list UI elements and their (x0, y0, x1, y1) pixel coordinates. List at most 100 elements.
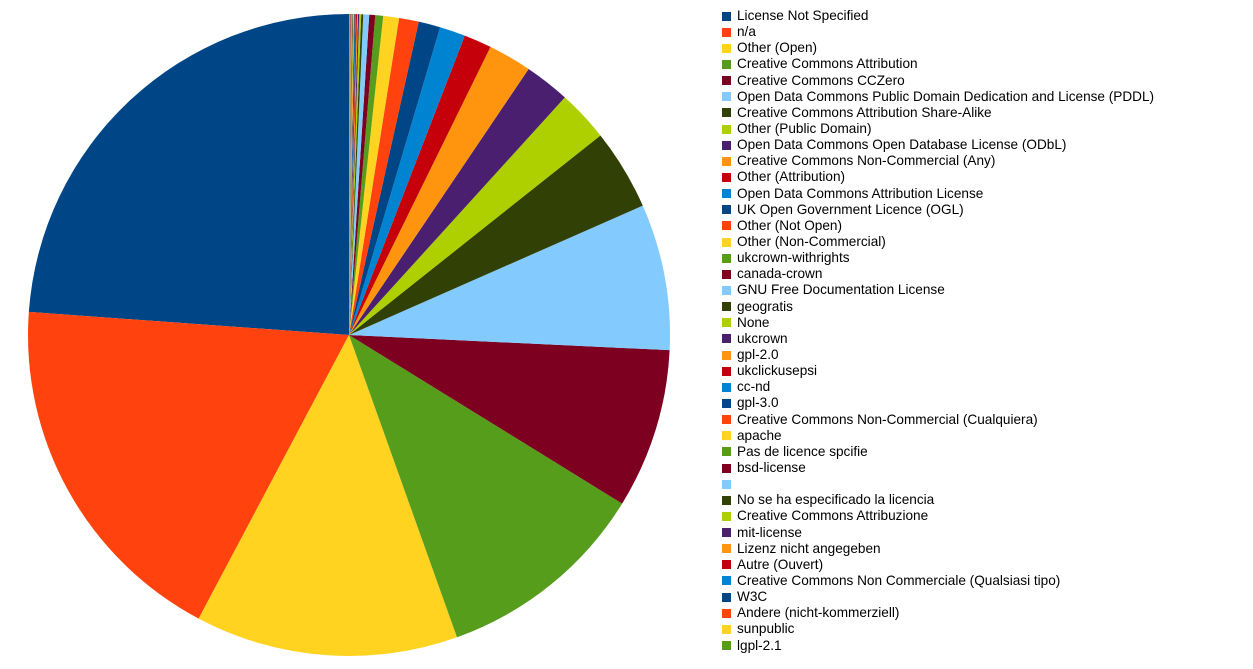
legend-item: Andere (nicht-kommerziell) (722, 605, 1154, 621)
pie-slice-34 (349, 13, 351, 336)
legend-label: License Not Specified (737, 8, 869, 24)
pie-slice-9 (349, 68, 565, 335)
legend-item: Creative Commons Attribution (722, 56, 1154, 72)
legend-item: gpl-3.0 (722, 395, 1154, 411)
legend-swatch (722, 608, 731, 618)
legend-swatch (722, 59, 731, 69)
legend-label: Lizenz nicht angegeben (737, 540, 881, 556)
legend-label: UK Open Government Licence (OGL) (737, 201, 964, 217)
legend-item: Other (Not Open) (722, 218, 1154, 234)
legend-item: Creative Commons Attribuzione (722, 508, 1154, 524)
legend-label: Creative Commons Non-Commercial (Cualqui… (737, 411, 1038, 427)
legend-swatch (722, 302, 731, 312)
legend-label: apache (737, 427, 782, 443)
legend-swatch (722, 156, 731, 166)
legend-label: sunpublic (737, 621, 795, 637)
legend-swatch (722, 140, 731, 150)
legend-label: Other (Attribution) (737, 169, 846, 185)
pie-slice-2 (27, 311, 350, 619)
legend-swatch (722, 560, 731, 570)
legend-swatch (722, 544, 731, 554)
legend-swatch (722, 43, 731, 53)
legend-item: License Not Specified (722, 8, 1154, 24)
legend-swatch (722, 366, 731, 376)
legend-item: cc-nd (722, 379, 1154, 395)
chart-legend: License Not Specified n/a Other (Open) Crea… (722, 8, 1154, 654)
legend-item: Open Data Commons Public Domain Dedicati… (722, 89, 1154, 105)
legend-item: bsd-license (722, 460, 1154, 476)
legend-swatch (722, 447, 731, 457)
legend-item: ukcrown (722, 331, 1154, 347)
pie-slice-27 (349, 14, 354, 336)
legend-label: canada-crown (737, 266, 823, 282)
pie-slice-6 (349, 205, 670, 351)
legend-label: No se ha especificado la licencia (737, 492, 935, 508)
legend-item: Open Data Commons Open Database License … (722, 137, 1154, 153)
legend-label: ukcrown-withrights (737, 250, 850, 266)
legend-item: lgpl-2.1 (722, 637, 1154, 653)
legend-label: Creative Commons Attribuzione (737, 508, 929, 524)
legend-item: canada-crown (722, 266, 1154, 282)
legend-swatch (722, 108, 731, 118)
legend-swatch (722, 221, 731, 231)
legend-label: Creative Commons Attribution (737, 56, 918, 72)
pie-slice-10 (349, 46, 529, 336)
legend-swatch (722, 124, 731, 134)
pie-slice-7 (349, 135, 643, 335)
legend-item: W3C (722, 589, 1154, 605)
legend-swatch (722, 624, 731, 634)
pie-slice-36 (349, 13, 350, 335)
legend-item: Other (Public Domain) (722, 121, 1154, 137)
legend-swatch (722, 576, 731, 586)
legend-label: W3C (737, 589, 768, 605)
legend-swatch (722, 269, 731, 279)
legend-swatch (722, 237, 731, 247)
legend-item: n/a (722, 24, 1154, 40)
pie-slice-18 (349, 14, 370, 335)
legend-label: gpl-2.0 (737, 347, 779, 363)
legend-swatch (722, 172, 731, 182)
pie-slice-19 (349, 14, 364, 335)
pie-slice-24 (349, 14, 357, 336)
legend-label: Creative Commons Non Commerciale (Qualsi… (737, 572, 1061, 588)
legend-item: Pas de licence spcifie (722, 444, 1154, 460)
legend-label: Andere (nicht-kommerziell) (737, 605, 900, 621)
pie-slice-30 (349, 14, 353, 335)
legend-label: n/a (737, 24, 756, 40)
legend-swatch (722, 495, 731, 505)
pie-slice-1 (28, 14, 350, 335)
legend-label: Creative Commons Non-Commercial (Any) (737, 153, 996, 169)
legend-item: Open Data Commons Attribution License (722, 186, 1154, 202)
legend-item: Other (Attribution) (722, 169, 1154, 185)
pie-slice-37 (349, 13, 350, 335)
legend-item: gpl-2.0 (722, 347, 1154, 363)
legend-label: Other (Open) (737, 40, 818, 56)
legend-item: geogratis (722, 299, 1154, 315)
legend-label: lgpl-2.1 (737, 637, 782, 653)
legend-label: Open Data Commons Public Domain Dedicati… (737, 88, 1155, 104)
legend-item: Creative Commons CCZero (722, 73, 1154, 89)
pie-slice-32 (349, 14, 352, 336)
legend-label: mit-license (737, 524, 802, 540)
pie-slice-8 (349, 97, 601, 335)
legend-label: GNU Free Documentation License (737, 282, 945, 298)
legend-label: Open Data Commons Open Database License … (737, 137, 1067, 153)
legend-label: Creative Commons Attribution Share-Alike (737, 104, 992, 120)
legend-label: ukclickusepsi (737, 363, 818, 379)
legend-swatch (722, 92, 731, 102)
legend-swatch (722, 27, 731, 37)
legend-label: Other (Non-Commercial) (737, 234, 886, 250)
pie-slice-13 (349, 21, 441, 336)
legend-item: Creative Commons Attribution Share-Alike (722, 105, 1154, 121)
legend-swatch (722, 76, 731, 86)
legend-item: Creative Commons Non Commerciale (Qualsi… (722, 573, 1154, 589)
legend-item: UK Open Government Licence (OGL) (722, 202, 1154, 218)
legend-label: bsd-license (737, 460, 806, 475)
legend-item: sunpublic (722, 621, 1154, 637)
legend-swatch (722, 511, 731, 521)
legend-label: Other (Not Open) (737, 217, 843, 233)
pie-slice-5 (349, 335, 670, 504)
legend-item: Other (Open) (722, 40, 1154, 56)
pie-slice-14 (349, 17, 419, 335)
legend-swatch (722, 253, 731, 263)
